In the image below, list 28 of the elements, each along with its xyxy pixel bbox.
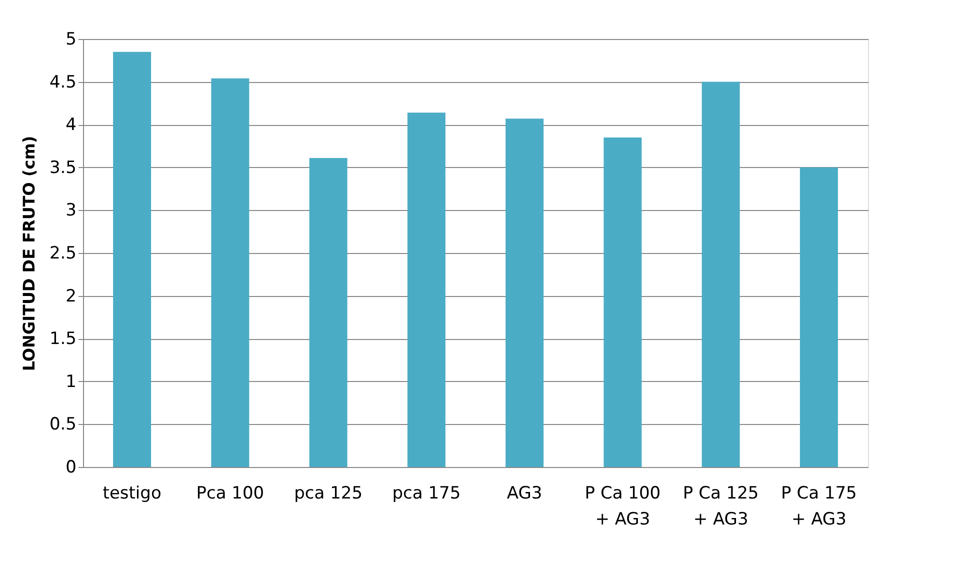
bar bbox=[211, 78, 250, 467]
y-tick-label: 4 bbox=[66, 115, 76, 136]
y-tick-label: 3 bbox=[66, 200, 76, 221]
y-tick-label: 0.5 bbox=[49, 414, 76, 435]
y-tick-label: 3.5 bbox=[49, 158, 76, 178]
y-tick-label: 0 bbox=[66, 458, 76, 478]
x-tick-label: P Ca 175 + AG3 bbox=[781, 484, 857, 530]
bar bbox=[407, 112, 446, 467]
bar bbox=[604, 137, 642, 467]
y-tick-label: 1 bbox=[66, 372, 76, 392]
y-tick-label: 1.5 bbox=[49, 329, 76, 350]
bar bbox=[309, 158, 348, 467]
bar bbox=[113, 52, 152, 467]
x-tick-label: Pca 100 bbox=[196, 484, 264, 504]
y-axis-title: LONGITUD DE FRUTO (cm) bbox=[19, 136, 38, 372]
x-tick-label: pca 125 bbox=[294, 484, 363, 504]
x-tick-label: P Ca 100 + AG3 bbox=[584, 484, 661, 530]
y-tick-label: 2.5 bbox=[49, 244, 76, 264]
x-tick-label: pca 175 bbox=[392, 484, 461, 504]
y-tick-label: 2 bbox=[66, 286, 76, 306]
y-tick-label: 5 bbox=[66, 30, 76, 50]
y-tick-label: 4.5 bbox=[49, 72, 76, 92]
x-tick-label: AG3 bbox=[506, 484, 542, 504]
bar bbox=[702, 82, 740, 467]
bar bbox=[506, 118, 544, 467]
x-tick-label: P Ca 125 + AG3 bbox=[682, 484, 759, 530]
x-tick-label: testigo bbox=[102, 484, 162, 504]
bar bbox=[800, 167, 838, 467]
